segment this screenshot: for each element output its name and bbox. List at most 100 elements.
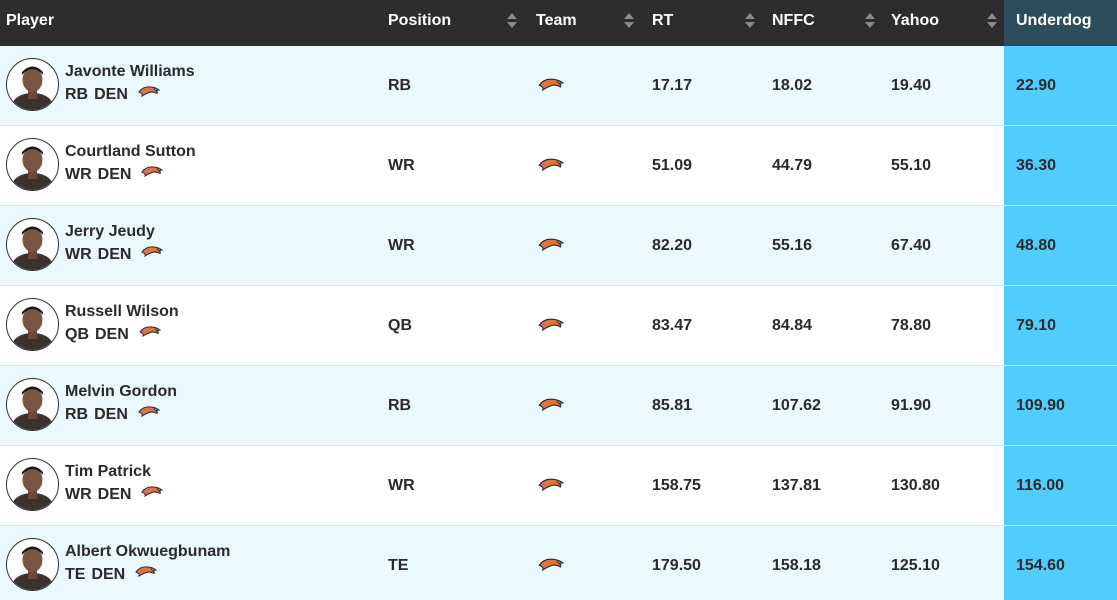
broncos-logo-icon [538, 397, 565, 416]
player-position-abbr: WR [65, 166, 92, 183]
player-name[interactable]: Melvin Gordon [65, 383, 177, 400]
player-name[interactable]: Courtland Sutton [65, 143, 196, 160]
underdog-adp-cell: 154.60 [1016, 557, 1065, 574]
player-name[interactable]: Javonte Williams [65, 63, 195, 80]
player-name[interactable]: Jerry Jeudy [65, 223, 155, 240]
table-row[interactable]: Jerry Jeudy WR DEN WR 82.20 55.16 67.40 4… [0, 206, 1117, 286]
broncos-logo-icon [139, 323, 161, 343]
table-row[interactable]: Courtland Sutton WR DEN WR 51.09 44.79 55… [0, 126, 1117, 206]
underdog-column-highlight [1004, 366, 1117, 445]
table-row[interactable]: Tim Patrick WR DEN WR 158.75 137.81 130.8… [0, 446, 1117, 526]
rt-adp-cell: 17.17 [652, 77, 693, 94]
yahoo-adp-cell: 91.90 [891, 397, 932, 414]
broncos-logo-icon [538, 157, 565, 176]
rt-adp-cell: 51.09 [652, 157, 693, 174]
sort-arrows-icon[interactable] [624, 13, 634, 29]
underdog-adp-cell: 116.00 [1016, 477, 1065, 494]
underdog-column-highlight [1004, 446, 1117, 525]
player-headshot-icon[interactable] [6, 58, 59, 111]
player-meta: RB DEN [65, 405, 166, 425]
column-header-rt[interactable]: RT [652, 12, 674, 29]
player-headshot-icon[interactable] [6, 218, 59, 271]
underdog-column-highlight [1004, 206, 1117, 285]
underdog-adp-cell: 48.80 [1016, 237, 1057, 254]
broncos-logo-icon [138, 403, 161, 423]
nffc-adp-cell: 18.02 [772, 77, 813, 94]
column-header-player[interactable]: Player [6, 12, 55, 29]
player-team-abbr: DEN [97, 166, 132, 183]
yahoo-adp-cell: 67.40 [891, 237, 932, 254]
nffc-adp-cell: 158.18 [772, 557, 821, 574]
position-cell: RB [388, 397, 412, 414]
nffc-adp-cell: 84.84 [772, 317, 813, 334]
table-header: Player Position Team RT NFFC Yahoo Under… [0, 0, 1117, 46]
rt-adp-cell: 179.50 [652, 557, 701, 574]
sort-arrows-icon[interactable] [745, 13, 755, 29]
broncos-logo-icon [538, 77, 565, 96]
broncos-logo-icon [135, 563, 158, 583]
player-headshot-icon[interactable] [6, 138, 59, 191]
player-name[interactable]: Russell Wilson [65, 303, 179, 320]
position-cell: RB [388, 77, 412, 94]
sort-arrows-icon[interactable] [507, 13, 517, 29]
broncos-logo-icon [141, 483, 164, 503]
column-header-underdog[interactable]: Underdog [1016, 12, 1092, 29]
position-cell: WR [388, 237, 415, 254]
column-header-team[interactable]: Team [536, 12, 577, 29]
player-meta: RB DEN [65, 85, 166, 105]
sort-arrows-icon[interactable] [865, 13, 875, 29]
table-row[interactable]: Albert Okwuegbunam TE DEN TE 179.50 158.1… [0, 526, 1117, 600]
broncos-logo-icon [138, 83, 161, 103]
table-row[interactable]: Melvin Gordon RB DEN RB 85.81 107.62 91.9… [0, 366, 1117, 446]
player-meta: WR DEN [65, 245, 169, 265]
column-header-position[interactable]: Position [388, 12, 452, 29]
player-team-abbr: DEN [91, 566, 126, 583]
position-cell: QB [388, 317, 412, 334]
player-meta: QB DEN [65, 325, 167, 345]
player-headshot-icon[interactable] [6, 458, 59, 511]
player-team-abbr: DEN [97, 486, 132, 503]
broncos-logo-icon [538, 557, 565, 576]
underdog-column-highlight [1004, 46, 1117, 125]
broncos-logo-icon [141, 163, 164, 183]
player-meta: WR DEN [65, 485, 169, 505]
rt-adp-cell: 82.20 [652, 237, 693, 254]
underdog-adp-cell: 109.90 [1016, 397, 1065, 414]
player-team-abbr: DEN [97, 246, 132, 263]
broncos-logo-icon [538, 237, 565, 256]
player-headshot-icon[interactable] [6, 378, 59, 431]
rt-adp-cell: 158.75 [652, 477, 701, 494]
table-row[interactable]: Russell Wilson QB DEN QB 83.47 84.84 78.8… [0, 286, 1117, 366]
player-name[interactable]: Albert Okwuegbunam [65, 543, 231, 560]
rt-adp-cell: 83.47 [652, 317, 693, 334]
position-cell: WR [388, 477, 415, 494]
underdog-adp-cell: 22.90 [1016, 77, 1057, 94]
sort-arrows-icon[interactable] [987, 13, 997, 29]
player-team-abbr: DEN [94, 406, 128, 423]
underdog-column-highlight [1004, 286, 1117, 365]
nffc-adp-cell: 44.79 [772, 157, 813, 174]
position-cell: WR [388, 157, 415, 174]
underdog-header-highlight [1004, 0, 1117, 46]
player-position-abbr: RB [65, 86, 89, 103]
underdog-adp-cell: 36.30 [1016, 157, 1057, 174]
player-meta: TE DEN [65, 565, 163, 585]
player-name[interactable]: Tim Patrick [65, 463, 151, 480]
rt-adp-cell: 85.81 [652, 397, 693, 414]
player-headshot-icon[interactable] [6, 538, 59, 591]
broncos-logo-icon [141, 243, 164, 263]
player-team-abbr: DEN [95, 326, 129, 343]
nffc-adp-cell: 55.16 [772, 237, 813, 254]
underdog-column-highlight [1004, 526, 1117, 600]
broncos-logo-icon [538, 317, 565, 336]
player-team-abbr: DEN [94, 86, 128, 103]
yahoo-adp-cell: 19.40 [891, 77, 932, 94]
player-headshot-icon[interactable] [6, 298, 59, 351]
player-meta: WR DEN [65, 165, 169, 185]
table-row[interactable]: Javonte Williams RB DEN RB 17.17 18.02 19… [0, 46, 1117, 126]
column-header-yahoo[interactable]: Yahoo [891, 12, 940, 29]
nffc-adp-cell: 137.81 [772, 477, 821, 494]
player-position-abbr: QB [65, 326, 89, 343]
column-header-nffc[interactable]: NFFC [772, 12, 815, 29]
